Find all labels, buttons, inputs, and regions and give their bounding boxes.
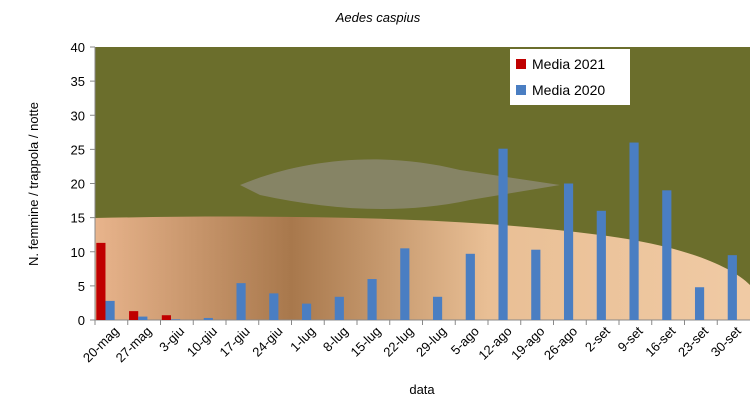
bar bbox=[400, 248, 409, 320]
chart: Aedes caspius data N. femmine / trappola… bbox=[0, 0, 756, 400]
bar bbox=[96, 243, 105, 320]
x-tick-label: 19-ago bbox=[508, 324, 547, 363]
x-tick-label: 2-set bbox=[582, 323, 613, 354]
bar bbox=[662, 190, 671, 320]
x-tick-label: 24-giu bbox=[249, 324, 285, 360]
y-tick-label: 15 bbox=[71, 211, 85, 226]
bar bbox=[204, 318, 213, 320]
bar bbox=[269, 293, 278, 320]
bar bbox=[162, 315, 171, 320]
x-tick-label: 17-giu bbox=[217, 324, 253, 360]
x-tick-label: 3-giu bbox=[156, 324, 187, 355]
bar bbox=[728, 255, 737, 320]
legend-swatch bbox=[516, 85, 526, 95]
y-tick-label: 35 bbox=[71, 74, 85, 89]
bar bbox=[564, 184, 573, 321]
x-tick-label: 16-set bbox=[642, 323, 678, 359]
bar bbox=[105, 301, 114, 320]
legend-swatch bbox=[516, 59, 526, 69]
bar bbox=[531, 250, 540, 320]
x-tick-label: 15-lug bbox=[348, 324, 384, 360]
bar bbox=[695, 287, 704, 320]
y-tick-label: 5 bbox=[78, 279, 85, 294]
bar bbox=[629, 143, 638, 320]
x-tick-label: 8-lug bbox=[320, 324, 351, 355]
bar bbox=[171, 319, 180, 320]
y-tick-label: 0 bbox=[78, 313, 85, 328]
bar bbox=[433, 297, 442, 320]
bar bbox=[597, 211, 606, 320]
x-tick-label: 1-lug bbox=[287, 324, 318, 355]
x-tick-label: 22-lug bbox=[380, 324, 416, 360]
bar bbox=[367, 279, 376, 320]
x-tick-label: 23-set bbox=[675, 323, 711, 359]
y-axis-label: N. femmine / trappola / notte bbox=[26, 102, 41, 266]
y-tick-label: 30 bbox=[71, 108, 85, 123]
legend-label: Media 2021 bbox=[532, 56, 605, 72]
x-tick-label: 26-ago bbox=[541, 324, 580, 363]
x-tick-label: 29-lug bbox=[413, 324, 449, 360]
y-tick-label: 10 bbox=[71, 245, 85, 260]
x-axis-label: data bbox=[409, 382, 435, 397]
bar bbox=[335, 297, 344, 320]
y-tick-label: 40 bbox=[71, 40, 85, 55]
bar bbox=[129, 311, 138, 320]
x-tick-label: 20-mag bbox=[80, 324, 122, 366]
x-tick-label: 10-giu bbox=[184, 324, 220, 360]
bar bbox=[302, 304, 311, 320]
bar bbox=[498, 149, 507, 320]
chart-title: Aedes caspius bbox=[335, 10, 421, 25]
y-tick-label: 20 bbox=[71, 177, 85, 192]
bar bbox=[138, 317, 147, 320]
x-tick-label: 9-set bbox=[615, 323, 646, 354]
x-tick-label: 27-mag bbox=[113, 324, 155, 366]
bar bbox=[236, 283, 245, 320]
x-tick-label: 30-set bbox=[708, 323, 744, 359]
bar bbox=[466, 254, 475, 320]
y-tick-label: 25 bbox=[71, 142, 85, 157]
legend-label: Media 2020 bbox=[532, 82, 605, 98]
x-tick-label: 12-ago bbox=[475, 324, 514, 363]
